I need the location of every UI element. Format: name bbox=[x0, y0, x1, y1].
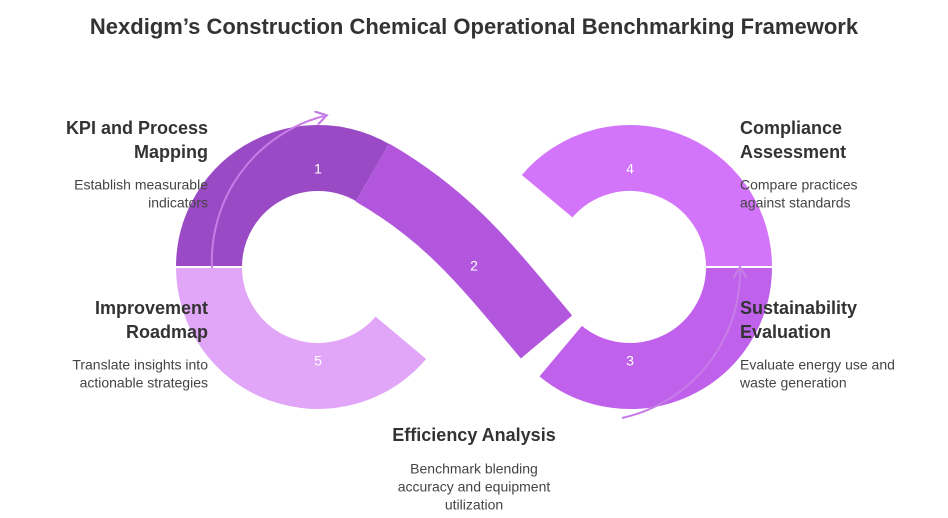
step-number: 2 bbox=[470, 258, 478, 274]
step-number: 5 bbox=[314, 353, 322, 369]
step-description: actionable strategies bbox=[80, 375, 208, 391]
step-description: Evaluate energy use and bbox=[740, 357, 895, 373]
step-title: Evaluation bbox=[740, 322, 831, 342]
step-number: 3 bbox=[626, 353, 634, 369]
step-description: indicators bbox=[148, 195, 208, 211]
arrow bbox=[621, 270, 740, 419]
arrow bbox=[210, 116, 324, 269]
step-title: Sustainability bbox=[740, 298, 857, 318]
step-description: Compare practices bbox=[740, 177, 858, 193]
step-title: Efficiency Analysis bbox=[392, 425, 555, 445]
segment bbox=[536, 266, 775, 411]
title: Nexdigm’s Construction Chemical Operatio… bbox=[90, 14, 859, 39]
step-title: Roadmap bbox=[126, 322, 208, 342]
infinity-loop bbox=[173, 123, 775, 411]
step-title: Improvement bbox=[95, 298, 208, 318]
step-number: 1 bbox=[314, 161, 322, 177]
segment bbox=[173, 266, 429, 411]
segment bbox=[173, 123, 402, 268]
step-description: against standards bbox=[740, 195, 851, 211]
step-title: Mapping bbox=[134, 142, 208, 162]
step-description: Establish measurable bbox=[74, 177, 208, 193]
segment bbox=[355, 143, 573, 359]
step-description: waste generation bbox=[739, 375, 847, 391]
step-title: KPI and Process bbox=[66, 118, 208, 138]
step-description: accuracy and equipment bbox=[398, 479, 551, 495]
step-title: Assessment bbox=[740, 142, 846, 162]
step-title: Compliance bbox=[740, 118, 842, 138]
step-number: 4 bbox=[626, 161, 634, 177]
step-description: Benchmark blending bbox=[410, 461, 538, 477]
segment bbox=[519, 123, 775, 268]
step-description: Translate insights into bbox=[72, 357, 208, 373]
step-description: utilization bbox=[445, 497, 503, 513]
